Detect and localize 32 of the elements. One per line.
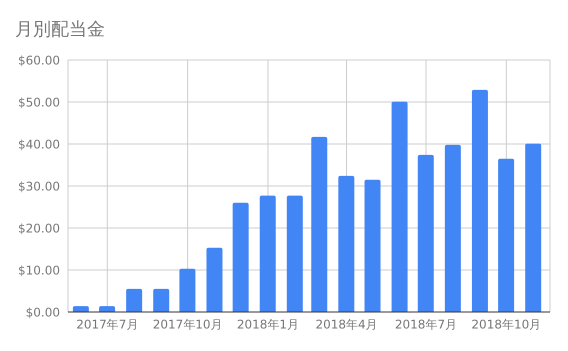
bar [179,268,196,312]
y-tick-label: $50.00 [18,95,60,110]
bar [153,288,170,312]
y-tick-label: $10.00 [18,263,60,278]
bar [206,248,222,312]
bar [392,102,408,312]
bar [364,180,381,312]
chart-title: 月別配当金 [15,18,105,41]
y-tick-label: $30.00 [18,179,60,194]
bar [232,202,249,312]
y-tick-label: $20.00 [18,221,60,236]
x-tick-label: 2018年1月 [236,318,300,332]
bar [472,90,488,312]
y-tick-label: $0.00 [26,305,60,320]
x-tick-label: 2017年7月 [76,318,138,332]
bar [418,154,434,312]
bar [126,288,142,312]
bar [525,144,542,312]
bar [286,196,303,312]
bar [72,306,89,312]
bar [311,136,328,312]
x-tick-label: 2018年7月 [394,318,458,332]
x-tick-label: 2018年4月 [315,318,378,332]
bar [260,196,276,312]
x-tick-label: 2017年10月 [152,318,223,332]
y-tick-label: $40.00 [18,137,60,152]
x-tick-label: 2018年10月 [471,318,542,332]
bar [444,144,461,312]
bar [99,306,116,312]
bar [498,158,514,312]
y-tick-label: $60.00 [18,53,60,68]
bar [338,176,354,312]
